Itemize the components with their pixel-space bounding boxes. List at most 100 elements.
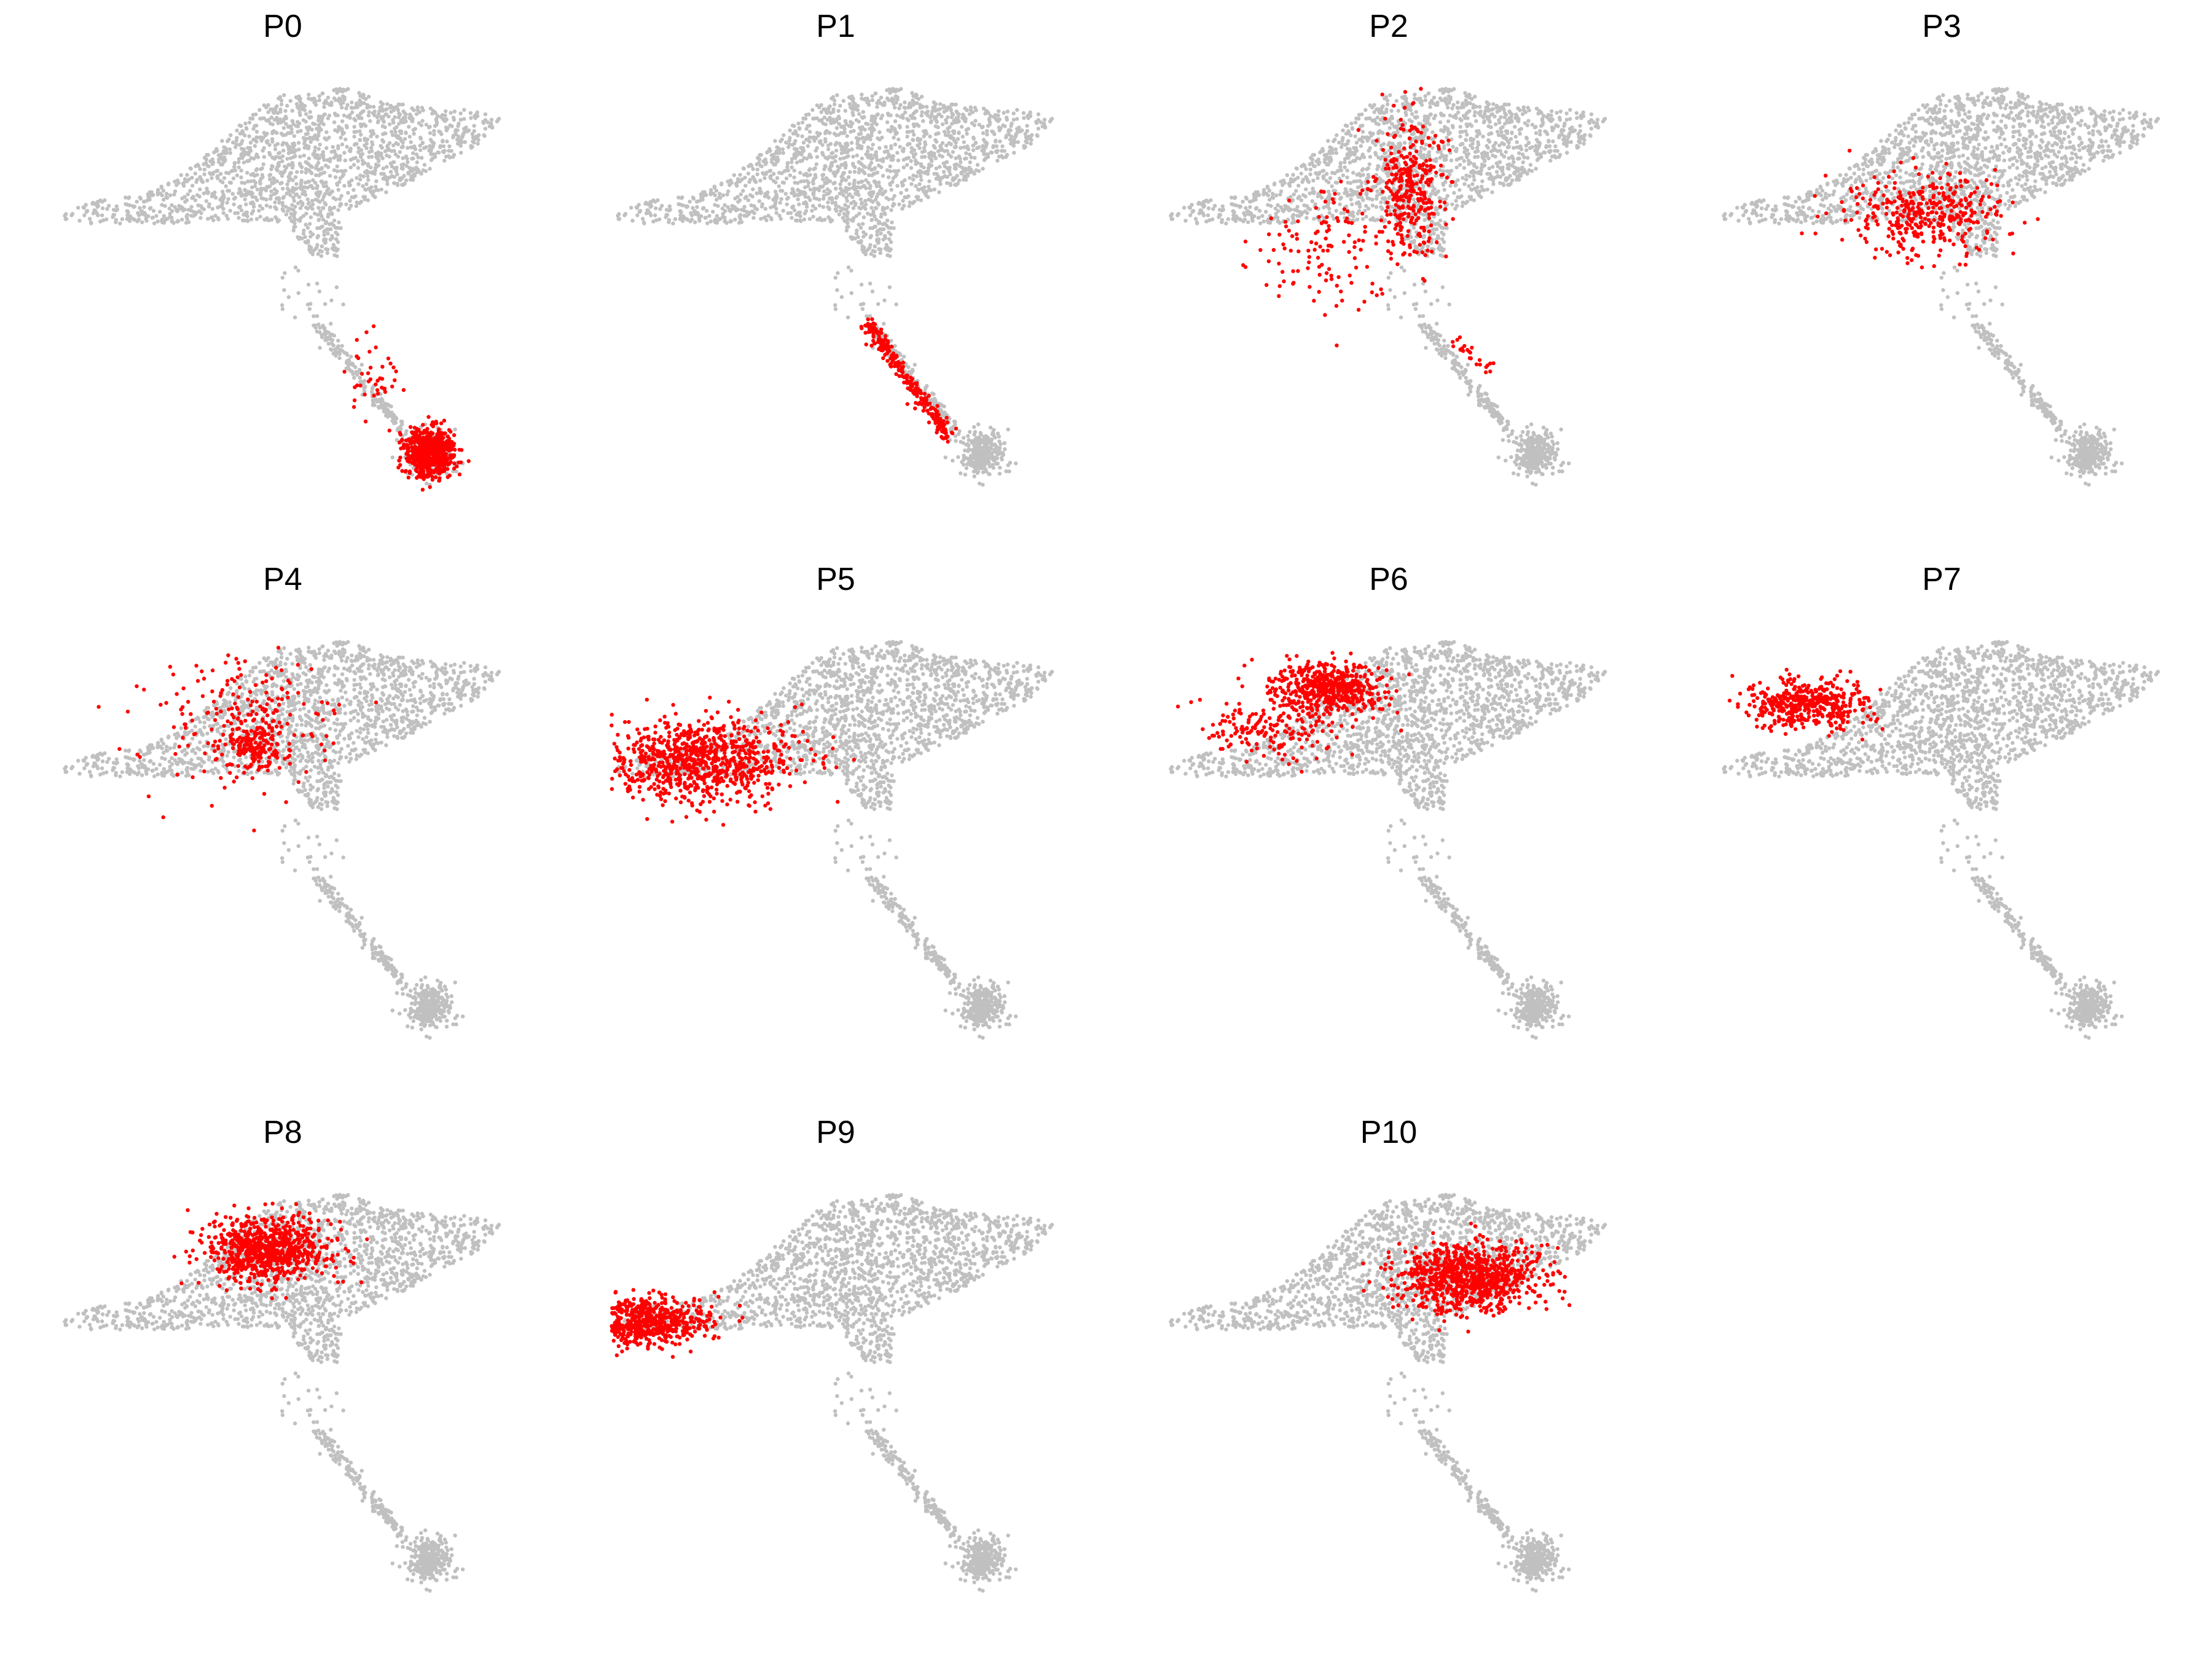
background-point [155,192,160,197]
background-point [952,129,957,133]
highlight-point [421,423,425,427]
background-point [320,179,324,184]
background-point [323,192,327,196]
highlight-point [424,457,429,461]
background-point [138,206,142,210]
background-point [308,116,312,120]
background-point [251,205,256,209]
background-point [913,101,917,105]
background-point [790,165,794,170]
background-point [194,164,198,168]
background-point [857,205,861,210]
background-point [708,192,713,197]
background-point [924,111,928,116]
background-point [270,137,275,141]
background-point [152,221,157,226]
background-point [901,165,906,170]
background-point [428,138,433,142]
background-point [732,173,737,178]
background-point [900,183,905,188]
background-point [297,147,301,152]
background-point [725,192,729,197]
background-point [367,95,371,99]
highlight-point [420,487,425,492]
background-point [401,182,406,187]
background-point [890,96,895,101]
background-point [875,170,880,175]
background-point [270,130,275,134]
background-point [348,355,353,359]
background-point [746,171,751,176]
background-point [301,214,306,218]
background-point [986,155,990,159]
highlight-point [374,345,378,350]
background-point [844,190,849,194]
background-point [992,449,997,454]
background-point [381,167,385,171]
background-point [985,129,989,133]
background-point [284,191,289,196]
highlight-point [388,361,393,366]
background-point [337,197,342,202]
background-point [820,173,825,178]
background-point [399,129,404,133]
background-point [275,131,279,135]
background-point [316,128,321,133]
background-point [1002,111,1006,115]
background-point [902,203,906,208]
background-point [914,184,918,188]
background-point [351,156,355,161]
background-point [290,160,294,165]
background-point [394,417,399,421]
background-point [196,203,200,208]
background-point [830,160,834,165]
background-point [858,302,863,307]
background-point [336,344,340,348]
background-point [211,218,216,222]
background-point [372,104,376,109]
background-point [380,146,384,150]
highlight-point [410,449,414,453]
background-point [373,195,377,200]
background-point [320,197,325,202]
background-point [996,113,1000,118]
background-point [999,456,1004,460]
highlight-point [398,463,402,467]
background-point [863,232,868,237]
background-point [644,211,649,216]
background-point [726,205,730,210]
background-point [849,291,854,296]
background-point [163,204,167,208]
background-point [834,186,838,191]
background-point [304,170,308,175]
background-point [729,181,734,185]
highlight-point [417,460,422,465]
background-point [439,132,444,136]
background-point [168,193,173,197]
background-point [291,195,296,200]
background-point [1034,120,1038,124]
background-point [304,222,308,227]
background-point [782,133,786,138]
background-point [746,198,751,202]
background-point [197,194,202,198]
background-point [991,466,996,470]
background-point [462,127,466,131]
background-point [994,139,998,144]
background-point [143,211,147,216]
background-point [844,119,848,124]
background-point [946,105,951,109]
background-point [272,187,277,192]
background-point [766,149,771,154]
background-point [876,241,880,245]
background-point [796,133,800,138]
background-point [242,193,246,197]
background-point [342,113,347,118]
background-point [239,168,243,173]
background-point [861,222,865,226]
background-point [922,165,926,170]
background-point [250,200,255,205]
background-point [916,124,921,128]
background-point [313,246,318,251]
background-point [765,194,769,198]
